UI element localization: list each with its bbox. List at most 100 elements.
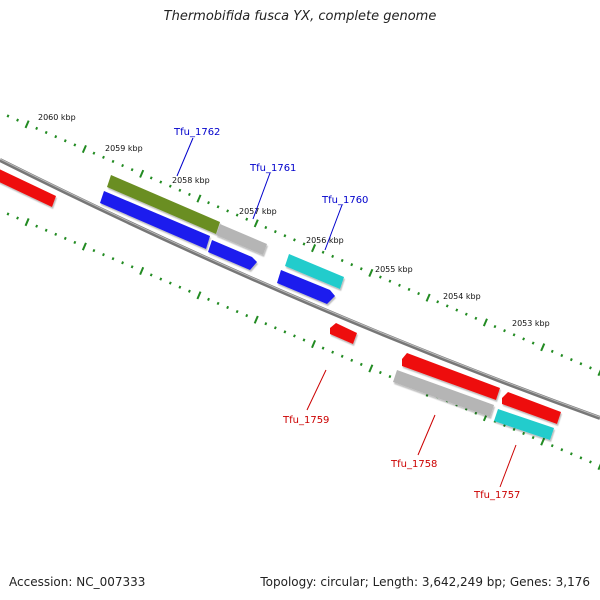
gene-feature-blue-2[interactable] — [208, 240, 257, 270]
minor-tick — [6, 212, 10, 216]
minor-tick — [293, 238, 296, 242]
minor-tick — [149, 176, 153, 180]
minor-tick — [388, 279, 392, 283]
gene-label[interactable]: Tfu_1759 — [282, 415, 329, 426]
gene-label[interactable]: Tfu_1758 — [390, 459, 437, 470]
minor-tick — [283, 234, 287, 238]
gene-feature-tfu-1761[interactable] — [216, 224, 267, 255]
gene-feature-tfu-1760[interactable] — [285, 254, 344, 289]
minor-tick — [168, 281, 172, 285]
gene-feature-blue-1[interactable] — [100, 191, 210, 249]
outer-tick-ring — [6, 114, 600, 377]
minor-tick — [350, 263, 354, 267]
major-tick — [253, 219, 259, 228]
minor-tick — [245, 314, 249, 318]
minor-tick — [331, 350, 335, 354]
minor-tick — [226, 209, 230, 213]
minor-tick — [130, 168, 134, 172]
gene-feature-tfu-1759[interactable] — [330, 323, 357, 344]
label-leader-line — [252, 172, 271, 220]
minor-tick — [531, 341, 535, 345]
genome-summary: Topology: circular; Length: 3,642,249 bp… — [260, 575, 590, 589]
minor-tick — [264, 322, 268, 326]
minor-tick — [73, 143, 77, 147]
label-leader-line — [176, 137, 194, 177]
minor-tick — [378, 275, 382, 279]
scale-label: 2059 kbp — [105, 144, 143, 153]
minor-tick — [579, 456, 583, 460]
scale-label: 2056 kbp — [306, 236, 344, 245]
minor-tick — [560, 448, 564, 452]
minor-tick — [512, 333, 516, 337]
minor-tick — [207, 297, 210, 301]
minor-tick — [445, 304, 449, 308]
gene-feature-tfu-1758[interactable] — [393, 370, 494, 417]
gene-feature-tfu-1762[interactable] — [107, 175, 220, 234]
minor-tick — [216, 205, 220, 209]
minor-tick — [264, 225, 268, 230]
minor-tick — [493, 324, 497, 329]
minor-tick — [321, 250, 325, 254]
minor-tick — [92, 248, 96, 253]
minor-tick — [378, 370, 382, 375]
minor-tick — [550, 349, 554, 353]
label-leader-line — [499, 444, 517, 488]
major-tick — [311, 339, 317, 349]
minor-tick — [63, 236, 67, 240]
minor-tick — [235, 213, 239, 217]
minor-tick — [178, 285, 182, 289]
major-tick — [368, 364, 374, 373]
gene-feature-blue-3[interactable] — [277, 270, 335, 304]
minor-tick — [187, 289, 191, 293]
minor-tick — [293, 334, 296, 338]
minor-tick — [226, 305, 230, 310]
major-tick — [196, 194, 202, 203]
gene-feature-red-3[interactable] — [502, 392, 561, 424]
gene-feature-red-left[interactable] — [0, 167, 56, 207]
genome-backbone — [0, 158, 600, 420]
minor-tick — [44, 228, 48, 232]
minor-tick — [359, 362, 363, 366]
scale-label: 2060 kbp — [38, 113, 76, 122]
inner-tick-ring — [6, 212, 600, 471]
major-tick — [196, 291, 202, 300]
minor-tick — [321, 346, 325, 350]
minor-tick — [436, 300, 440, 304]
minor-tick — [130, 265, 134, 269]
major-tick — [24, 218, 30, 227]
minor-tick — [273, 326, 277, 330]
minor-tick — [111, 159, 115, 164]
minor-tick — [168, 184, 172, 188]
minor-tick — [560, 353, 564, 358]
gene-feature-tfu-1757[interactable] — [494, 409, 554, 440]
minor-tick — [302, 242, 306, 246]
minor-tick — [149, 273, 153, 277]
minor-tick — [359, 267, 363, 271]
gene-label[interactable]: Tfu_1757 — [473, 490, 520, 501]
gene-feature-red-2[interactable] — [402, 353, 500, 400]
major-tick — [253, 315, 259, 324]
major-tick — [81, 144, 87, 154]
major-tick — [311, 244, 317, 253]
gene-label[interactable]: Tfu_1762 — [173, 127, 220, 138]
minor-tick — [398, 283, 401, 287]
minor-tick — [331, 254, 335, 258]
gene-label[interactable]: Tfu_1760 — [321, 195, 368, 206]
minor-tick — [531, 435, 535, 440]
minor-tick — [522, 431, 526, 436]
minor-tick — [6, 114, 10, 118]
major-tick — [368, 268, 374, 277]
gene-label[interactable]: Tfu_1761 — [249, 163, 296, 174]
major-tick — [81, 242, 87, 251]
minor-tick — [512, 427, 516, 432]
major-tick — [540, 437, 546, 446]
minor-tick — [302, 338, 306, 342]
label-leader-line — [324, 204, 343, 251]
minor-tick — [44, 130, 48, 135]
major-tick — [482, 318, 488, 327]
minor-tick — [159, 180, 163, 184]
minor-tick — [121, 163, 125, 168]
minor-tick — [340, 258, 344, 263]
scale-label: 2058 kbp — [172, 176, 210, 185]
